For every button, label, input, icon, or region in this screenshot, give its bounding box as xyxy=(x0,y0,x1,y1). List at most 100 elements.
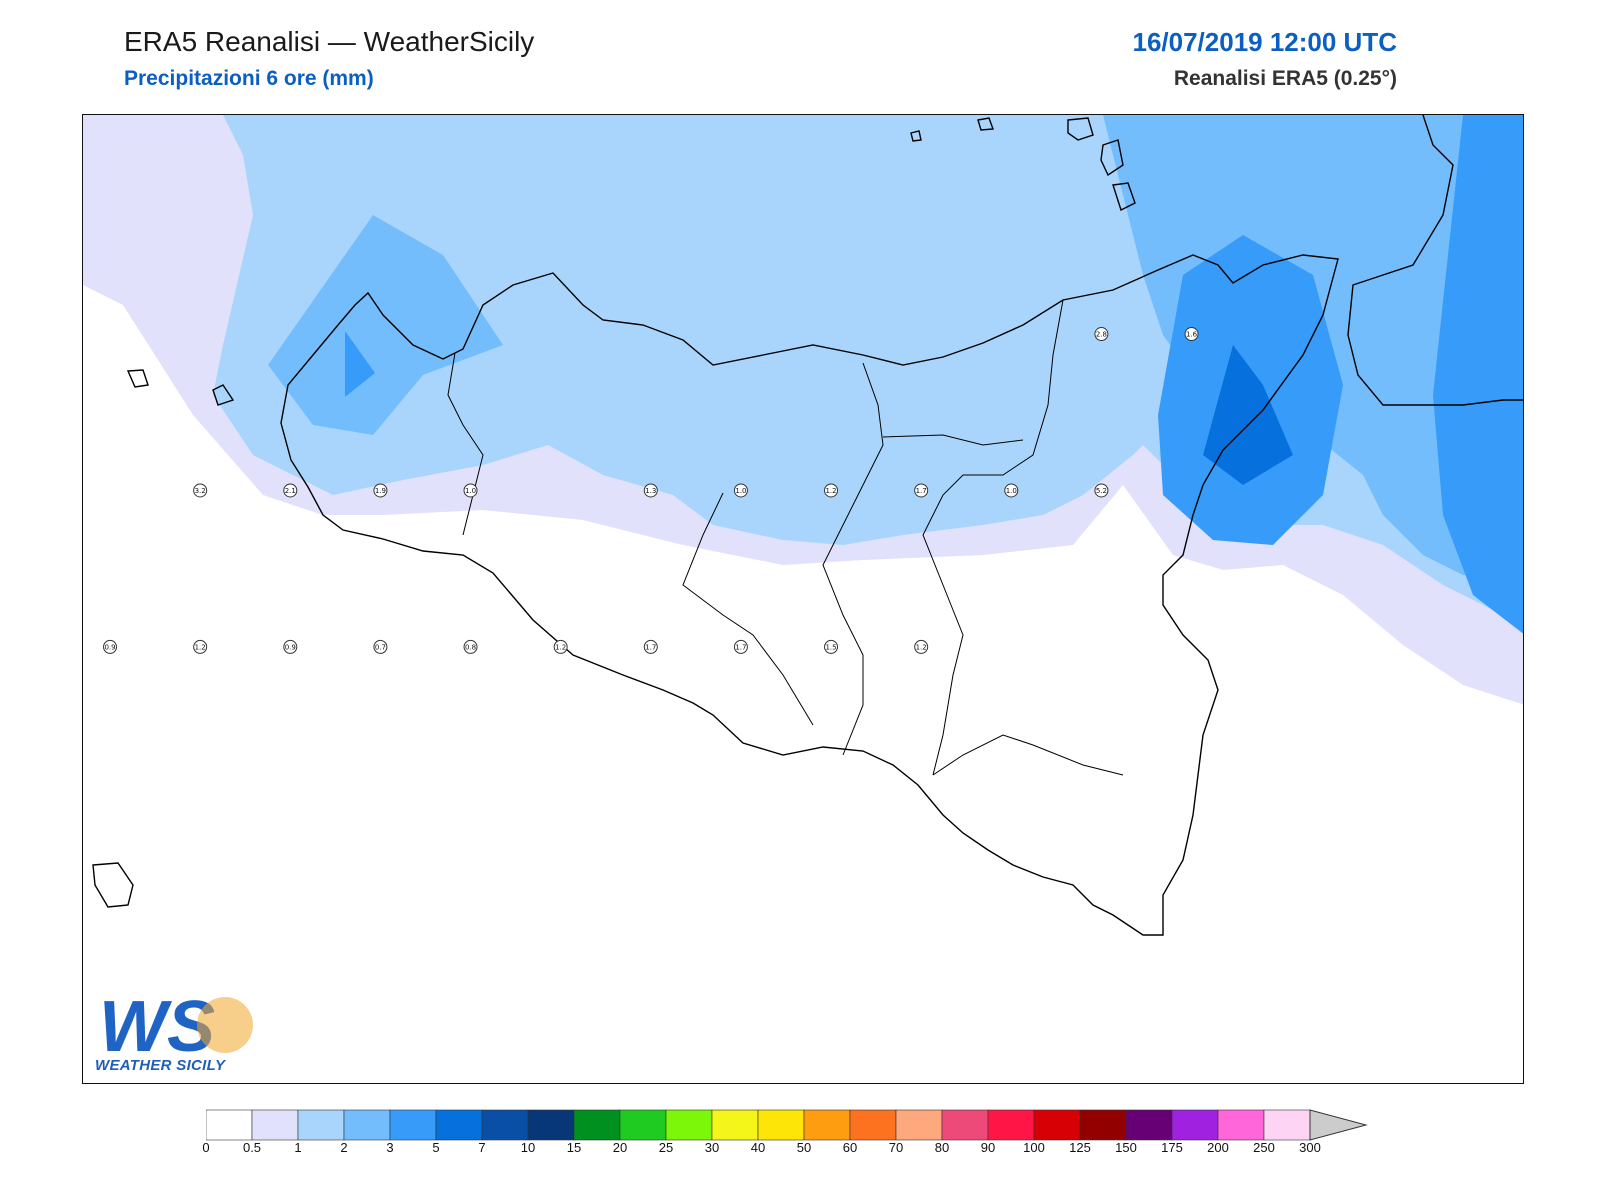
precip-band-2-3 xyxy=(268,115,1523,575)
station-marker: 0.9 xyxy=(103,639,118,654)
station-marker: 1.7 xyxy=(643,639,658,654)
logo-wordmark: WS xyxy=(99,987,215,1067)
colorbar-cell xyxy=(297,1109,345,1141)
station-value: 1.2 xyxy=(916,643,927,651)
colorbar-cell xyxy=(251,1109,299,1141)
colorbar-cell xyxy=(1217,1109,1265,1141)
station-value: 1.3 xyxy=(645,487,656,495)
station-value: 0.7 xyxy=(375,643,386,651)
colorbar-tick: 40 xyxy=(750,1140,766,1155)
station-value: 1.0 xyxy=(735,487,746,495)
station-marker: 0.9 xyxy=(283,639,298,654)
station-marker: 1.3 xyxy=(643,483,658,498)
colorbar xyxy=(206,1109,1368,1141)
station-value: 0.8 xyxy=(465,643,476,651)
station-value: 1.2 xyxy=(555,643,566,651)
colorbar-tick: 150 xyxy=(1115,1140,1137,1155)
station-marker: 3.2 xyxy=(193,483,208,498)
calabria-coastline xyxy=(1347,115,1523,406)
colorbar-tick: 200 xyxy=(1207,1140,1229,1155)
station-value: 1.0 xyxy=(465,487,476,495)
island-pantelleria xyxy=(92,862,134,908)
colorbar-cell xyxy=(1125,1109,1173,1141)
data-source-label: Reanalisi ERA5 (0.25°) xyxy=(1173,67,1397,90)
colorbar-cell xyxy=(941,1109,989,1141)
logo-caption: WEATHER SICILY xyxy=(95,1057,226,1074)
colorbar-tick: 30 xyxy=(704,1140,720,1155)
station-value: 1.7 xyxy=(645,643,656,651)
station-markers: 3.2 2.1 1.9 1.0 1.3 1.0 1.2 1.7 1.0 5.2 2.8 1.6 0.9 1… xyxy=(103,327,1199,654)
station-marker: 1.2 xyxy=(824,483,839,498)
station-value: 1.6 xyxy=(1186,331,1198,339)
station-marker: 1.2 xyxy=(553,639,568,654)
valid-datetime: 16/07/2019 12:00 UTC xyxy=(1132,27,1397,57)
colorbar-tick: 3 xyxy=(386,1140,394,1155)
precip-band-3-5 xyxy=(345,115,1523,634)
station-value: 1.9 xyxy=(375,487,386,495)
colorbar-cell xyxy=(1079,1109,1127,1141)
colorbar-tick: 0 xyxy=(202,1140,210,1155)
station-value: 1.5 xyxy=(825,643,836,651)
station-marker: 0.7 xyxy=(373,639,388,654)
station-value: 1.2 xyxy=(825,487,836,495)
precip-band-5-7 xyxy=(1203,345,1293,485)
map-subtitle: Precipitazioni 6 ore (mm) xyxy=(124,67,374,90)
colorbar-cell xyxy=(206,1109,253,1141)
colorbar-tick: 2 xyxy=(340,1140,348,1155)
station-marker: 0.8 xyxy=(463,639,478,654)
station-value: 2.1 xyxy=(285,487,296,495)
station-marker: 1.5 xyxy=(824,639,839,654)
station-value: 3.2 xyxy=(195,487,206,495)
station-marker: 1.2 xyxy=(914,639,929,654)
colorbar-tick: 5 xyxy=(432,1140,440,1155)
map-canvas: 3.2 2.1 1.9 1.0 1.3 1.0 1.2 1.7 1.0 5.2 2.8 1.6 0.9 1… xyxy=(83,115,1523,936)
colorbar-tick: 70 xyxy=(888,1140,904,1155)
station-value: 2.8 xyxy=(1096,331,1107,339)
colorbar-cell xyxy=(619,1109,667,1141)
colorbar-cell xyxy=(343,1109,391,1141)
island-salina xyxy=(1067,117,1094,141)
station-marker: 1.9 xyxy=(373,483,388,498)
colorbar-cell xyxy=(711,1109,759,1141)
island-vulcano xyxy=(1112,182,1136,211)
colorbar-cell xyxy=(1033,1109,1081,1141)
station-value: 5.2 xyxy=(1096,487,1107,495)
colorbar-cell xyxy=(757,1109,805,1141)
province-boundaries xyxy=(447,299,1124,776)
station-marker: 1.6 xyxy=(1184,327,1199,342)
colorbar-cell xyxy=(1171,1109,1219,1141)
precip-fill-layers xyxy=(83,115,1523,705)
station-marker: 1.0 xyxy=(1004,483,1019,498)
colorbar-tick: 10 xyxy=(520,1140,536,1155)
colorbar-tick: 25 xyxy=(658,1140,674,1155)
colorbar-tick: 50 xyxy=(796,1140,812,1155)
station-value: 1.0 xyxy=(1006,487,1017,495)
station-marker: 1.2 xyxy=(193,639,208,654)
colorbar-tick-labels: 0 0.5 1 2 3 5 7 10 15 20 25 30 40 50 60 70 80 90 100 125 150… xyxy=(0,1140,1600,1162)
colorbar-cell xyxy=(665,1109,713,1141)
coastlines xyxy=(92,115,1523,936)
colorbar-tick: 300 xyxy=(1299,1140,1321,1155)
colorbar-tick: 250 xyxy=(1253,1140,1275,1155)
colorbar-tick: 60 xyxy=(842,1140,858,1155)
station-marker: 2.1 xyxy=(283,483,298,498)
colorbar-tick: 15 xyxy=(566,1140,582,1155)
station-marker: 1.0 xyxy=(463,483,478,498)
colorbar-cell xyxy=(1263,1109,1311,1141)
sicily-coastline xyxy=(280,254,1339,936)
colorbar-tick: 7 xyxy=(478,1140,486,1155)
station-value: 0.9 xyxy=(285,643,296,651)
island-lipari xyxy=(1100,139,1124,177)
colorbar-tick: 20 xyxy=(612,1140,628,1155)
sun-icon xyxy=(197,997,253,1053)
station-marker: 2.8 xyxy=(1094,327,1109,342)
colorbar-cell xyxy=(389,1109,437,1141)
map-title: ERA5 Reanalisi — WeatherSicily xyxy=(124,26,535,57)
colorbar-cell xyxy=(849,1109,897,1141)
colorbar-cell xyxy=(435,1109,483,1141)
station-marker: 1.7 xyxy=(733,639,748,654)
station-value: 1.7 xyxy=(735,643,746,651)
colorbar-cell xyxy=(895,1109,943,1141)
island-marettimo xyxy=(212,384,235,406)
precipitation-map: 3.2 2.1 1.9 1.0 1.3 1.0 1.2 1.7 1.0 5.2 2.8 1.6 0.9 1… xyxy=(82,114,1524,1084)
